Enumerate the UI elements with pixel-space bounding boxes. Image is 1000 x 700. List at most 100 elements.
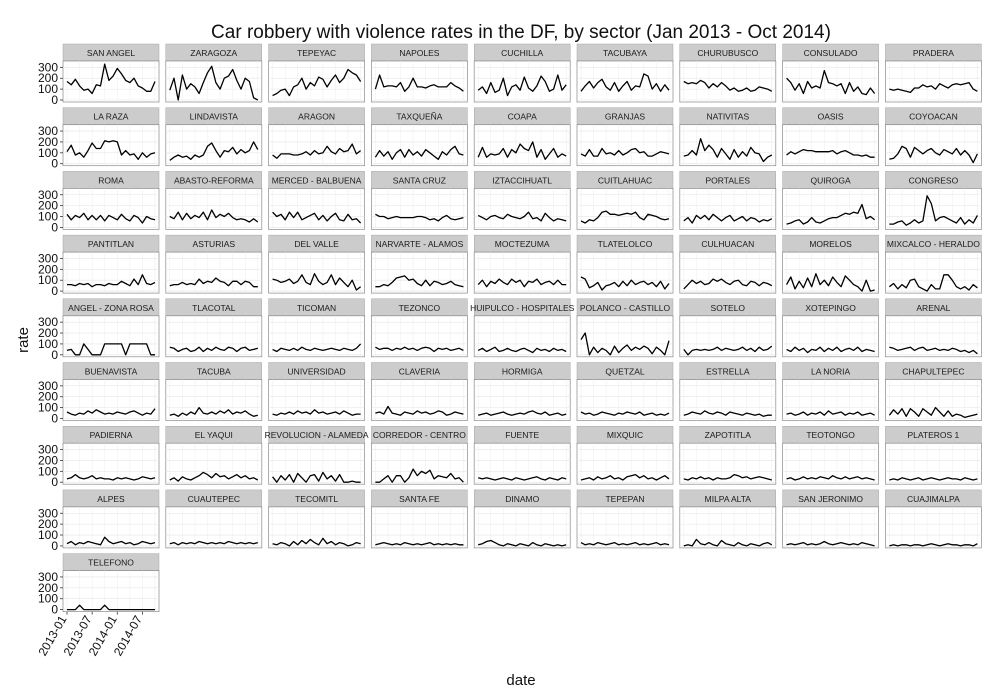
facet-plot-area xyxy=(62,570,160,612)
facet-panel: HORMIGA xyxy=(473,362,571,421)
facet-panel: NATIVITAS xyxy=(679,107,777,167)
series-line xyxy=(169,540,258,546)
facet-plot-area xyxy=(62,60,160,103)
series-line xyxy=(477,278,567,288)
series-line xyxy=(374,145,464,160)
facet-panel: GRANJAS xyxy=(576,107,674,167)
facet-gridlines xyxy=(165,506,262,548)
series-line xyxy=(889,81,978,94)
facet-strip-label: QUIROGA xyxy=(811,175,851,185)
facet-panel: SOTELO xyxy=(679,298,777,358)
facet-gridlines xyxy=(63,379,159,421)
facet-gridlines xyxy=(577,124,673,166)
facet-strip-label: TLATELOLCO xyxy=(598,239,653,249)
facet-plot-area xyxy=(679,124,777,167)
series-line xyxy=(272,343,362,353)
facet-panel: TLATELOLCO xyxy=(576,234,674,294)
series-line xyxy=(786,69,876,96)
facet-gridlines xyxy=(679,315,776,357)
series-line xyxy=(169,277,258,288)
y-tick-label: 200 xyxy=(38,199,58,213)
facet-panel: HUIPULCO - HOSPITALES xyxy=(470,298,575,358)
series-line xyxy=(889,145,978,164)
y-tick-label: 200 xyxy=(38,453,58,467)
series-line xyxy=(66,140,156,160)
facet-plot-area xyxy=(576,60,674,103)
facet-panel: TACUBAYA xyxy=(576,43,674,103)
facet-strip-label: TEZONCO xyxy=(399,303,441,313)
facet-gridlines xyxy=(885,379,982,421)
facet-strip-label: SAN JERONIMO xyxy=(798,494,863,504)
facet-strip-label: HORMIGA xyxy=(502,367,543,377)
facet-gridlines xyxy=(577,379,673,421)
series-line xyxy=(477,211,567,222)
series-line xyxy=(272,537,361,547)
series-line xyxy=(169,209,259,223)
series-line xyxy=(272,143,362,159)
facet-strip-label: MOCTEZUMA xyxy=(495,239,550,249)
facet-plot-area xyxy=(679,188,777,230)
series-line xyxy=(66,212,156,224)
y-tick-label: 100 xyxy=(38,82,58,96)
facet-strip-label: SANTA FE xyxy=(399,494,440,504)
facet-panel: LINDAVISTA xyxy=(165,107,263,167)
facet-panel: TEOTONGO xyxy=(782,426,879,485)
facet-strip-label: CHURUBUSCO xyxy=(697,48,758,58)
facet-panel: MOCTEZUMA xyxy=(473,234,571,294)
series-line xyxy=(169,406,258,417)
facet-plot-area xyxy=(679,442,777,485)
y-tick-label: 0 xyxy=(51,603,58,617)
facet-panel: EL YAQUI xyxy=(165,426,263,485)
facet-panel: CLAVERIA xyxy=(371,362,468,421)
facet-plot-area xyxy=(371,251,468,294)
facet-gridlines xyxy=(268,379,365,421)
facet-gridlines xyxy=(268,443,365,485)
facet-strip-label: MORELOS xyxy=(809,239,852,249)
facet-gridlines xyxy=(679,506,776,548)
facet-plot-area xyxy=(268,442,365,485)
facet-plot-area xyxy=(371,188,468,230)
facet-panel: ASTURIAS xyxy=(165,234,263,294)
facet-gridlines xyxy=(63,188,159,230)
facet-gridlines xyxy=(782,252,879,294)
facet-plot-area xyxy=(62,251,160,294)
series-line xyxy=(786,148,875,158)
facet-strip-label: ARENAL xyxy=(916,303,950,313)
facet-strip-label: ANGEL - ZONA ROSA xyxy=(68,303,154,313)
facet-panel: TEPEYAC xyxy=(268,43,365,103)
series-line xyxy=(375,405,464,416)
facet-plot-area xyxy=(371,60,468,103)
y-tick-label: 100 xyxy=(38,464,58,478)
facet-gridlines xyxy=(165,443,262,485)
series-line xyxy=(888,406,978,419)
facet-plot-area xyxy=(62,315,160,358)
facet-plot-area xyxy=(268,506,365,549)
facet-strip-label: LINDAVISTA xyxy=(190,112,239,122)
facet-plot-area xyxy=(885,60,982,103)
facet-plot-area xyxy=(782,188,879,230)
y-tick-label: 300 xyxy=(38,60,58,74)
facet-panel: ARENAL xyxy=(885,298,982,358)
facet-plot-area xyxy=(62,124,160,167)
y-tick-label: 0 xyxy=(51,539,58,553)
series-line xyxy=(478,539,567,547)
facet-plot-area xyxy=(473,251,571,294)
facet-strip-label: HUIPULCO - HOSPITALES xyxy=(470,303,575,313)
facet-panel: ZARAGOZA xyxy=(165,43,263,103)
y-tick-label: 100 xyxy=(38,273,58,287)
facet-strip-label: FUENTE xyxy=(505,430,539,440)
facet-strip-label: UNIVERSIDAD xyxy=(288,367,346,377)
series-line xyxy=(580,541,670,546)
facet-panel: QUETZAL xyxy=(576,362,674,421)
facet-panel: TAXQUEÑA xyxy=(371,107,468,167)
facet-gridlines xyxy=(474,252,571,294)
facet-gridlines xyxy=(165,61,262,102)
series-line xyxy=(889,195,978,226)
series-line xyxy=(786,203,876,225)
facet-strip-label: CONGRESO xyxy=(909,175,959,185)
facet-panel: CUITLAHUAC xyxy=(576,171,674,230)
facet-strip-label: QUETZAL xyxy=(605,367,644,377)
facet-gridlines xyxy=(679,124,776,166)
facet-panel: FUENTE xyxy=(473,426,571,485)
